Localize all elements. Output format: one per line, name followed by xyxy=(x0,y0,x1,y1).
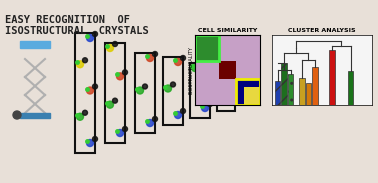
Title: CLUSTER ANALYSIS: CLUSTER ANALYSIS xyxy=(288,28,356,33)
Bar xyxy=(275,81,280,105)
Circle shape xyxy=(217,68,225,76)
Bar xyxy=(235,79,260,105)
Circle shape xyxy=(116,73,124,80)
Bar xyxy=(282,63,287,105)
Text: EASY RECOGNITION  OF: EASY RECOGNITION OF xyxy=(5,15,130,25)
Bar xyxy=(217,67,235,111)
Circle shape xyxy=(197,61,203,66)
Circle shape xyxy=(87,139,93,147)
Circle shape xyxy=(122,70,127,75)
Circle shape xyxy=(87,87,93,94)
Bar xyxy=(105,43,125,143)
Circle shape xyxy=(152,51,158,57)
Circle shape xyxy=(147,55,153,61)
Circle shape xyxy=(82,58,87,63)
Circle shape xyxy=(107,101,113,108)
Circle shape xyxy=(223,66,228,70)
Circle shape xyxy=(192,64,198,72)
Text: ISOSTRUCTURAL  CRYSTALS: ISOSTRUCTURAL CRYSTALS xyxy=(5,26,149,36)
Circle shape xyxy=(87,35,93,42)
Circle shape xyxy=(122,126,127,132)
Circle shape xyxy=(201,104,209,111)
Circle shape xyxy=(170,82,175,87)
Circle shape xyxy=(93,137,98,141)
Y-axis label: ISOSTRUCTURALITY: ISOSTRUCTURALITY xyxy=(189,46,194,94)
Circle shape xyxy=(113,42,118,46)
Circle shape xyxy=(107,44,113,51)
Circle shape xyxy=(76,113,84,120)
Circle shape xyxy=(208,102,212,107)
Circle shape xyxy=(228,98,234,104)
Circle shape xyxy=(175,111,181,119)
Circle shape xyxy=(234,94,239,100)
Bar xyxy=(75,33,95,153)
Bar xyxy=(190,63,210,118)
Bar xyxy=(135,53,155,133)
Circle shape xyxy=(152,117,158,122)
Bar xyxy=(306,83,311,105)
Bar xyxy=(195,35,219,61)
Circle shape xyxy=(312,76,322,86)
Bar xyxy=(348,71,353,105)
Circle shape xyxy=(13,111,21,119)
Circle shape xyxy=(82,110,87,115)
Bar xyxy=(163,57,183,125)
Circle shape xyxy=(116,130,124,137)
Bar xyxy=(299,78,305,105)
Bar xyxy=(320,79,360,83)
Title: CELL SIMILARITY: CELL SIMILARITY xyxy=(198,28,257,33)
Bar xyxy=(288,74,293,105)
Circle shape xyxy=(113,98,118,103)
Circle shape xyxy=(93,31,98,36)
Circle shape xyxy=(136,87,144,94)
Circle shape xyxy=(76,61,84,68)
Circle shape xyxy=(143,84,147,89)
Circle shape xyxy=(164,85,172,92)
Circle shape xyxy=(175,59,181,66)
Bar xyxy=(320,60,360,65)
Bar xyxy=(329,50,335,105)
Bar xyxy=(20,113,50,118)
Circle shape xyxy=(181,55,186,61)
Circle shape xyxy=(93,84,98,89)
Circle shape xyxy=(181,109,186,113)
Bar xyxy=(20,41,50,48)
Bar xyxy=(312,66,318,105)
Circle shape xyxy=(147,119,153,126)
